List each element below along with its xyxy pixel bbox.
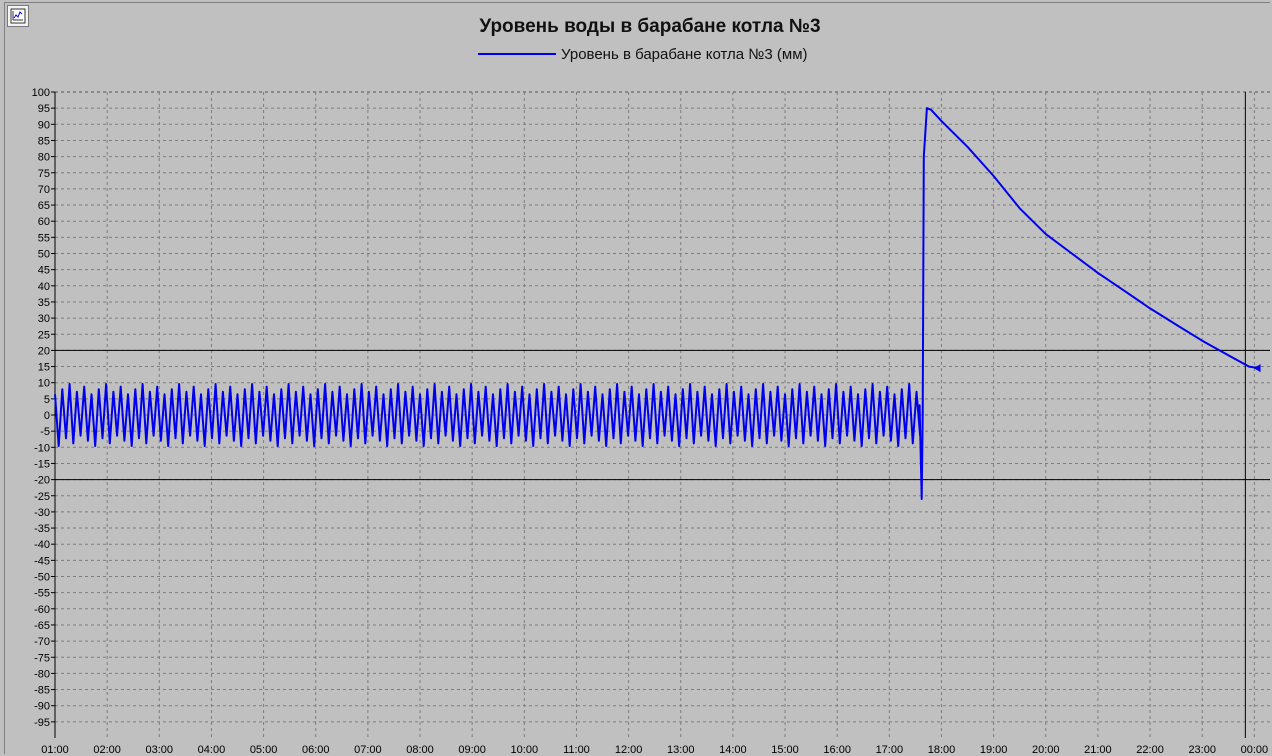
x-tick-label: 03:00 [146, 744, 174, 756]
y-tick-label: 55 [38, 232, 50, 244]
x-tick-label: 07:00 [354, 744, 382, 756]
x-tick-label: 13:00 [667, 744, 695, 756]
y-tick-label: -80 [34, 668, 50, 680]
x-tick-label: 22:00 [1136, 744, 1164, 756]
y-tick-label: -40 [34, 539, 50, 551]
x-tick-label: 02:00 [93, 744, 121, 756]
series-line-drum-level [55, 108, 1260, 499]
y-tick-label: -30 [34, 507, 50, 519]
x-tick-label: 20:00 [1032, 744, 1060, 756]
y-tick-label: 65 [38, 200, 50, 212]
y-tick-label: -65 [34, 620, 50, 632]
y-tick-label: -55 [34, 588, 50, 600]
series-layer [55, 108, 1261, 499]
y-tick-label: 15 [38, 362, 50, 374]
y-tick-label: 40 [38, 281, 50, 293]
x-tick-label: 16:00 [823, 744, 851, 756]
y-tick-label: -45 [34, 555, 50, 567]
y-tick-label: 0 [44, 410, 50, 422]
y-tick-label: -75 [34, 652, 50, 664]
x-tick-label: 15:00 [771, 744, 799, 756]
y-tick-label: -15 [34, 458, 50, 470]
y-tick-label: -10 [34, 442, 50, 454]
y-tick-label: 75 [38, 168, 50, 180]
y-tick-label: -50 [34, 572, 50, 584]
y-tick-label: 20 [38, 345, 50, 357]
x-tick-label: 08:00 [406, 744, 434, 756]
x-tick-label: 21:00 [1084, 744, 1112, 756]
y-tick-label: -35 [34, 523, 50, 535]
x-tick-label: 09:00 [458, 744, 486, 756]
x-tick-label: 10:00 [511, 744, 539, 756]
y-tick-label: -5 [40, 426, 50, 438]
y-tick-label: -70 [34, 636, 50, 648]
y-tick-label: 50 [38, 249, 50, 261]
x-tick-label: 05:00 [250, 744, 278, 756]
y-tick-label: -60 [34, 604, 50, 616]
y-tick-label: 95 [38, 103, 50, 115]
y-tick-label: -95 [34, 717, 50, 729]
x-tick-label: 06:00 [302, 744, 330, 756]
y-tick-label: 60 [38, 216, 50, 228]
y-tick-label: 10 [38, 378, 50, 390]
y-tick-label: -25 [34, 491, 50, 503]
x-tick-label: 01:00 [41, 744, 69, 756]
y-tick-label: 70 [38, 184, 50, 196]
x-tick-label: 04:00 [198, 744, 226, 756]
y-tick-label: -90 [34, 701, 50, 713]
x-tick-label: 17:00 [876, 744, 904, 756]
x-tick-label: 23:00 [1188, 744, 1216, 756]
y-tick-label: 30 [38, 313, 50, 325]
y-tick-label: 85 [38, 135, 50, 147]
y-tick-label: 45 [38, 265, 50, 277]
y-tick-label: 35 [38, 297, 50, 309]
y-tick-label: 90 [38, 119, 50, 131]
x-tick-label: 18:00 [928, 744, 956, 756]
x-tick-label: 19:00 [980, 744, 1008, 756]
x-tick-label: 11:00 [563, 744, 590, 756]
x-tick-label: 12:00 [615, 744, 643, 756]
y-tick-label: 100 [32, 87, 50, 99]
y-tick-label: 25 [38, 329, 50, 341]
x-tick-label: 14:00 [719, 744, 747, 756]
x-tick-label: 00:00 [1241, 744, 1269, 756]
y-tick-label: -20 [34, 475, 50, 487]
y-tick-label: -85 [34, 685, 50, 697]
y-tick-label: 5 [44, 394, 50, 406]
y-tick-label: 80 [38, 152, 50, 164]
